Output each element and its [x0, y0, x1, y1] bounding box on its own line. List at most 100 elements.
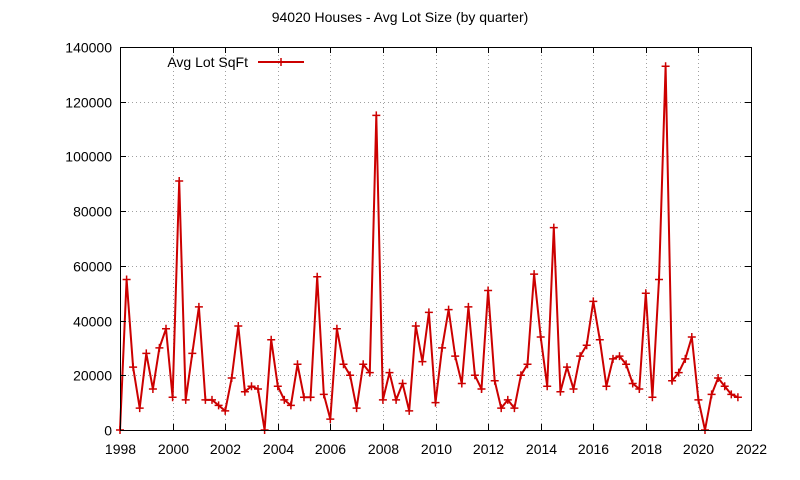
data-point — [516, 371, 525, 380]
data-point — [234, 322, 243, 330]
data-point — [576, 352, 585, 361]
data-point — [385, 368, 394, 377]
data-point — [405, 406, 414, 415]
data-point — [470, 371, 479, 380]
data-point — [490, 376, 499, 385]
x-tick-label: 1998 — [105, 441, 136, 457]
data-point — [628, 379, 637, 388]
data-point — [339, 360, 348, 369]
data-point — [122, 275, 131, 284]
data-point — [372, 111, 381, 120]
x-tick-label: 2000 — [158, 441, 189, 457]
data-point — [595, 335, 604, 344]
data-point — [582, 341, 591, 350]
data-point — [359, 360, 368, 369]
data-point — [273, 382, 282, 391]
x-tick-label: 2012 — [473, 441, 504, 457]
data-point — [668, 376, 677, 385]
data-point — [707, 390, 716, 399]
data-point — [523, 360, 532, 369]
x-tick-label: 2006 — [315, 441, 346, 457]
data-point — [602, 382, 611, 391]
data-point — [444, 305, 453, 314]
y-tick-label: 120000 — [65, 95, 112, 111]
data-point — [135, 404, 144, 413]
data-point — [641, 289, 650, 298]
data-point — [398, 379, 407, 388]
data-point — [477, 385, 486, 393]
data-point — [418, 357, 427, 366]
data-point — [148, 385, 157, 393]
data-point — [162, 324, 170, 333]
data-point — [622, 360, 631, 369]
legend-label: Avg Lot SqFt — [167, 54, 248, 70]
data-point — [155, 343, 164, 352]
data-point — [674, 368, 683, 377]
data-point — [556, 387, 565, 396]
data-point — [168, 393, 177, 402]
data-point — [208, 395, 216, 404]
x-tick-label: 2002 — [210, 441, 241, 457]
data-point — [727, 390, 736, 399]
data-point — [569, 385, 578, 393]
data-point — [188, 349, 197, 358]
data-point — [549, 223, 558, 232]
data-point — [181, 395, 190, 404]
x-tick-label: 2004 — [263, 441, 294, 457]
data-point — [655, 275, 663, 284]
data-point — [142, 349, 151, 358]
data-point — [536, 333, 545, 341]
y-tick-label: 80000 — [73, 204, 112, 220]
data-point — [457, 379, 466, 388]
data-point — [438, 343, 447, 352]
data-point — [194, 302, 203, 311]
x-tick-label: 2016 — [578, 441, 609, 457]
data-point — [661, 62, 670, 71]
data-point — [280, 395, 289, 404]
data-point — [240, 387, 249, 396]
data-point — [313, 272, 322, 281]
data-point — [497, 404, 506, 413]
legend: Avg Lot SqFt — [167, 54, 304, 70]
data-point — [352, 404, 361, 413]
x-tick-label: 2010 — [421, 441, 452, 457]
data-point — [484, 286, 493, 295]
y-tick-label: 60000 — [73, 259, 112, 275]
data-point — [563, 363, 571, 372]
data-point — [392, 395, 401, 404]
data-point — [714, 374, 723, 382]
data-point — [227, 374, 236, 382]
data-point — [221, 406, 230, 415]
data-point — [267, 335, 276, 344]
data-point — [451, 352, 460, 361]
x-tick-label: 2014 — [526, 441, 557, 457]
x-axis-ticks: 1998 2000 2002 2004 2006 2008 2010 2012 2014 2016… — [105, 47, 767, 457]
data-point — [615, 352, 624, 361]
data-point — [694, 395, 703, 404]
y-tick-label: 20000 — [73, 368, 112, 384]
data-point — [247, 382, 256, 391]
data-point — [464, 302, 473, 311]
y-tick-label: 0 — [104, 423, 112, 439]
data-point — [319, 390, 328, 399]
data-point — [530, 270, 539, 279]
data-point — [431, 398, 440, 407]
data-point — [411, 322, 420, 330]
x-tick-label: 2018 — [631, 441, 662, 457]
chart-title: 94020 Houses - Avg Lot Size (by quarter) — [272, 9, 529, 25]
data-point — [510, 404, 519, 413]
data-point — [609, 354, 617, 363]
data-point — [424, 308, 433, 317]
data-point — [378, 395, 387, 404]
data-point — [648, 393, 657, 402]
data-point — [129, 363, 138, 372]
data-point — [503, 395, 512, 404]
data-point — [332, 324, 341, 333]
data-point — [543, 382, 552, 391]
data-point — [175, 177, 184, 185]
data-point — [286, 401, 295, 410]
data-point — [733, 393, 742, 402]
data-point — [365, 368, 374, 377]
grid — [120, 47, 751, 430]
